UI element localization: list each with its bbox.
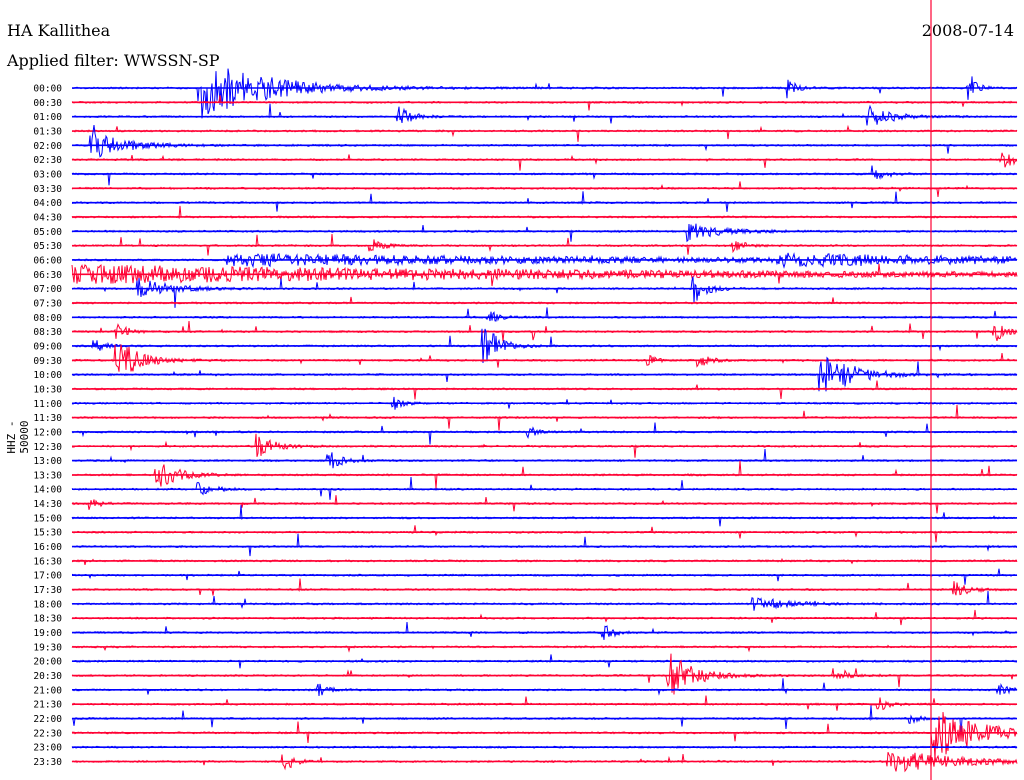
row-time-label: 15:00 bbox=[33, 513, 62, 524]
row-time-label: 19:00 bbox=[33, 628, 62, 639]
seismic-trace-row bbox=[71, 678, 1018, 696]
row-time-label: 08:30 bbox=[33, 327, 62, 338]
row-time-label: 10:30 bbox=[33, 384, 62, 395]
row-time-label: 08:00 bbox=[33, 313, 62, 324]
row-time-label: 22:00 bbox=[33, 714, 62, 725]
seismic-trace-row bbox=[71, 252, 1018, 269]
row-time-label: 20:30 bbox=[33, 671, 62, 682]
row-time-label: 01:30 bbox=[33, 126, 62, 137]
seismic-trace-row bbox=[71, 344, 1018, 372]
row-time-label: 14:00 bbox=[33, 485, 62, 496]
station-name: HA Kallithea bbox=[7, 21, 111, 40]
row-time-label: 06:30 bbox=[33, 270, 62, 281]
seismic-trace-row bbox=[71, 525, 1018, 543]
seismic-trace-row bbox=[71, 578, 1017, 596]
row-time-label: 22:30 bbox=[33, 728, 62, 739]
row-time-label: 00:30 bbox=[33, 98, 62, 109]
row-time-label: 23:30 bbox=[33, 757, 62, 768]
row-time-label: 12:30 bbox=[33, 442, 62, 453]
seismic-trace-row bbox=[71, 103, 1018, 126]
record-date: 2008-07-14 bbox=[921, 21, 1014, 40]
row-time-label: 05:00 bbox=[33, 227, 62, 238]
row-time-label: 02:30 bbox=[33, 155, 62, 166]
seismic-trace-row bbox=[71, 124, 1018, 142]
seismic-trace-row bbox=[71, 152, 1018, 171]
row-time-label: 05:30 bbox=[33, 241, 62, 252]
seismic-trace-row bbox=[71, 307, 1018, 322]
seismic-trace-row bbox=[71, 380, 1018, 400]
row-time-label: 18:00 bbox=[33, 599, 62, 610]
row-time-label: 09:00 bbox=[33, 341, 62, 352]
row-time-label: 07:30 bbox=[33, 298, 62, 309]
seismic-trace-row bbox=[71, 505, 1018, 527]
row-time-label: 09:30 bbox=[33, 356, 62, 367]
row-time-label: 11:30 bbox=[33, 413, 62, 424]
seismic-trace-row bbox=[71, 621, 1018, 640]
seismic-trace-row bbox=[71, 234, 1018, 256]
row-time-label: 00:00 bbox=[33, 84, 62, 95]
seismic-trace-row bbox=[71, 449, 1018, 469]
row-time-label: 13:30 bbox=[33, 470, 62, 481]
applied-filter: Applied filter: WWSSN-SP bbox=[7, 51, 220, 70]
row-time-label: 06:00 bbox=[33, 255, 62, 266]
row-time-label: 11:00 bbox=[33, 399, 62, 410]
seismic-trace-row bbox=[71, 68, 1018, 119]
row-time-label: 20:00 bbox=[33, 657, 62, 668]
row-time-label: 16:00 bbox=[33, 542, 62, 553]
seismic-trace-row bbox=[71, 422, 1018, 445]
seismic-trace-row bbox=[71, 165, 1018, 186]
row-time-label: 17:30 bbox=[33, 585, 62, 596]
row-time-label: 12:00 bbox=[33, 427, 62, 438]
seismic-trace-row bbox=[71, 223, 1018, 243]
row-time-label: 23:00 bbox=[33, 743, 62, 754]
row-time-label: 15:30 bbox=[33, 528, 62, 539]
row-time-label: 01:00 bbox=[33, 112, 62, 123]
row-time-label: 19:30 bbox=[33, 642, 62, 653]
row-time-label: 02:00 bbox=[33, 141, 62, 152]
row-time-label: 10:00 bbox=[33, 370, 62, 381]
row-time-label: 04:30 bbox=[33, 212, 62, 223]
seismic-trace-row bbox=[71, 533, 1018, 557]
row-time-label: 07:00 bbox=[33, 284, 62, 295]
seismic-trace-row bbox=[71, 568, 1018, 585]
seismic-trace-row bbox=[71, 705, 1017, 736]
row-time-label: 03:30 bbox=[33, 184, 62, 195]
seismic-trace-row bbox=[71, 191, 1018, 212]
seismic-trace-row bbox=[71, 591, 1018, 611]
row-time-label: 16:30 bbox=[33, 556, 62, 567]
row-time-label: 21:30 bbox=[33, 700, 62, 711]
row-time-label: 13:00 bbox=[33, 456, 62, 467]
seismic-trace-row bbox=[71, 476, 1018, 500]
row-time-label: 04:00 bbox=[33, 198, 62, 209]
row-time-label: 03:00 bbox=[33, 169, 62, 180]
seismic-trace-row bbox=[71, 125, 1018, 158]
row-time-label: 14:30 bbox=[33, 499, 62, 510]
seismic-trace-row bbox=[71, 557, 1018, 566]
row-time-label: 21:00 bbox=[33, 685, 62, 696]
seismic-trace-row bbox=[71, 205, 1018, 220]
row-time-label: 17:00 bbox=[33, 571, 62, 582]
row-time-label: 18:30 bbox=[33, 614, 62, 625]
seismic-trace-row bbox=[71, 695, 1018, 711]
seismic-trace-row bbox=[71, 181, 1018, 197]
